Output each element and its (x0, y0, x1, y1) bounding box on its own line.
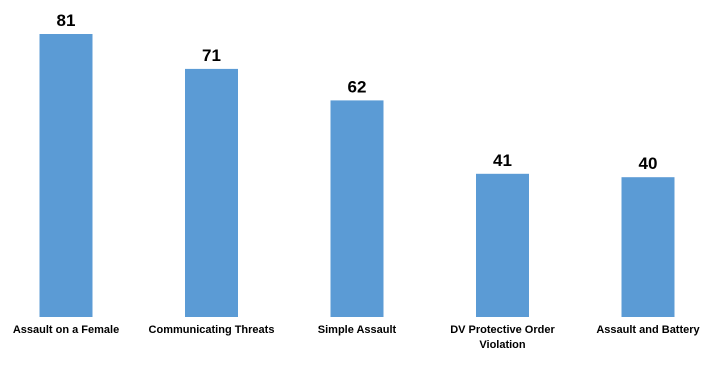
data-label: 40 (639, 154, 658, 173)
bar (476, 173, 529, 317)
bar (621, 177, 675, 317)
category-label: Violation (479, 339, 526, 351)
category-label: DV Protective Order (450, 324, 555, 336)
category-label: Communicating Threats (149, 324, 275, 336)
category-label: Assault on a Female (13, 324, 119, 336)
bars-layer (39, 34, 675, 318)
data-label: 62 (348, 77, 367, 96)
bar (330, 100, 384, 318)
bar (185, 68, 238, 318)
category-label: Assault and Battery (596, 324, 700, 336)
category-label: Simple Assault (318, 324, 397, 336)
data-labels-layer: 81 71 62 41 40 (57, 11, 658, 173)
data-label: 41 (493, 151, 512, 170)
data-label: 71 (202, 46, 221, 65)
bar (39, 34, 93, 317)
data-label: 81 (57, 11, 76, 30)
category-labels-layer: Assault on a Female Communicating Threats… (13, 324, 701, 351)
